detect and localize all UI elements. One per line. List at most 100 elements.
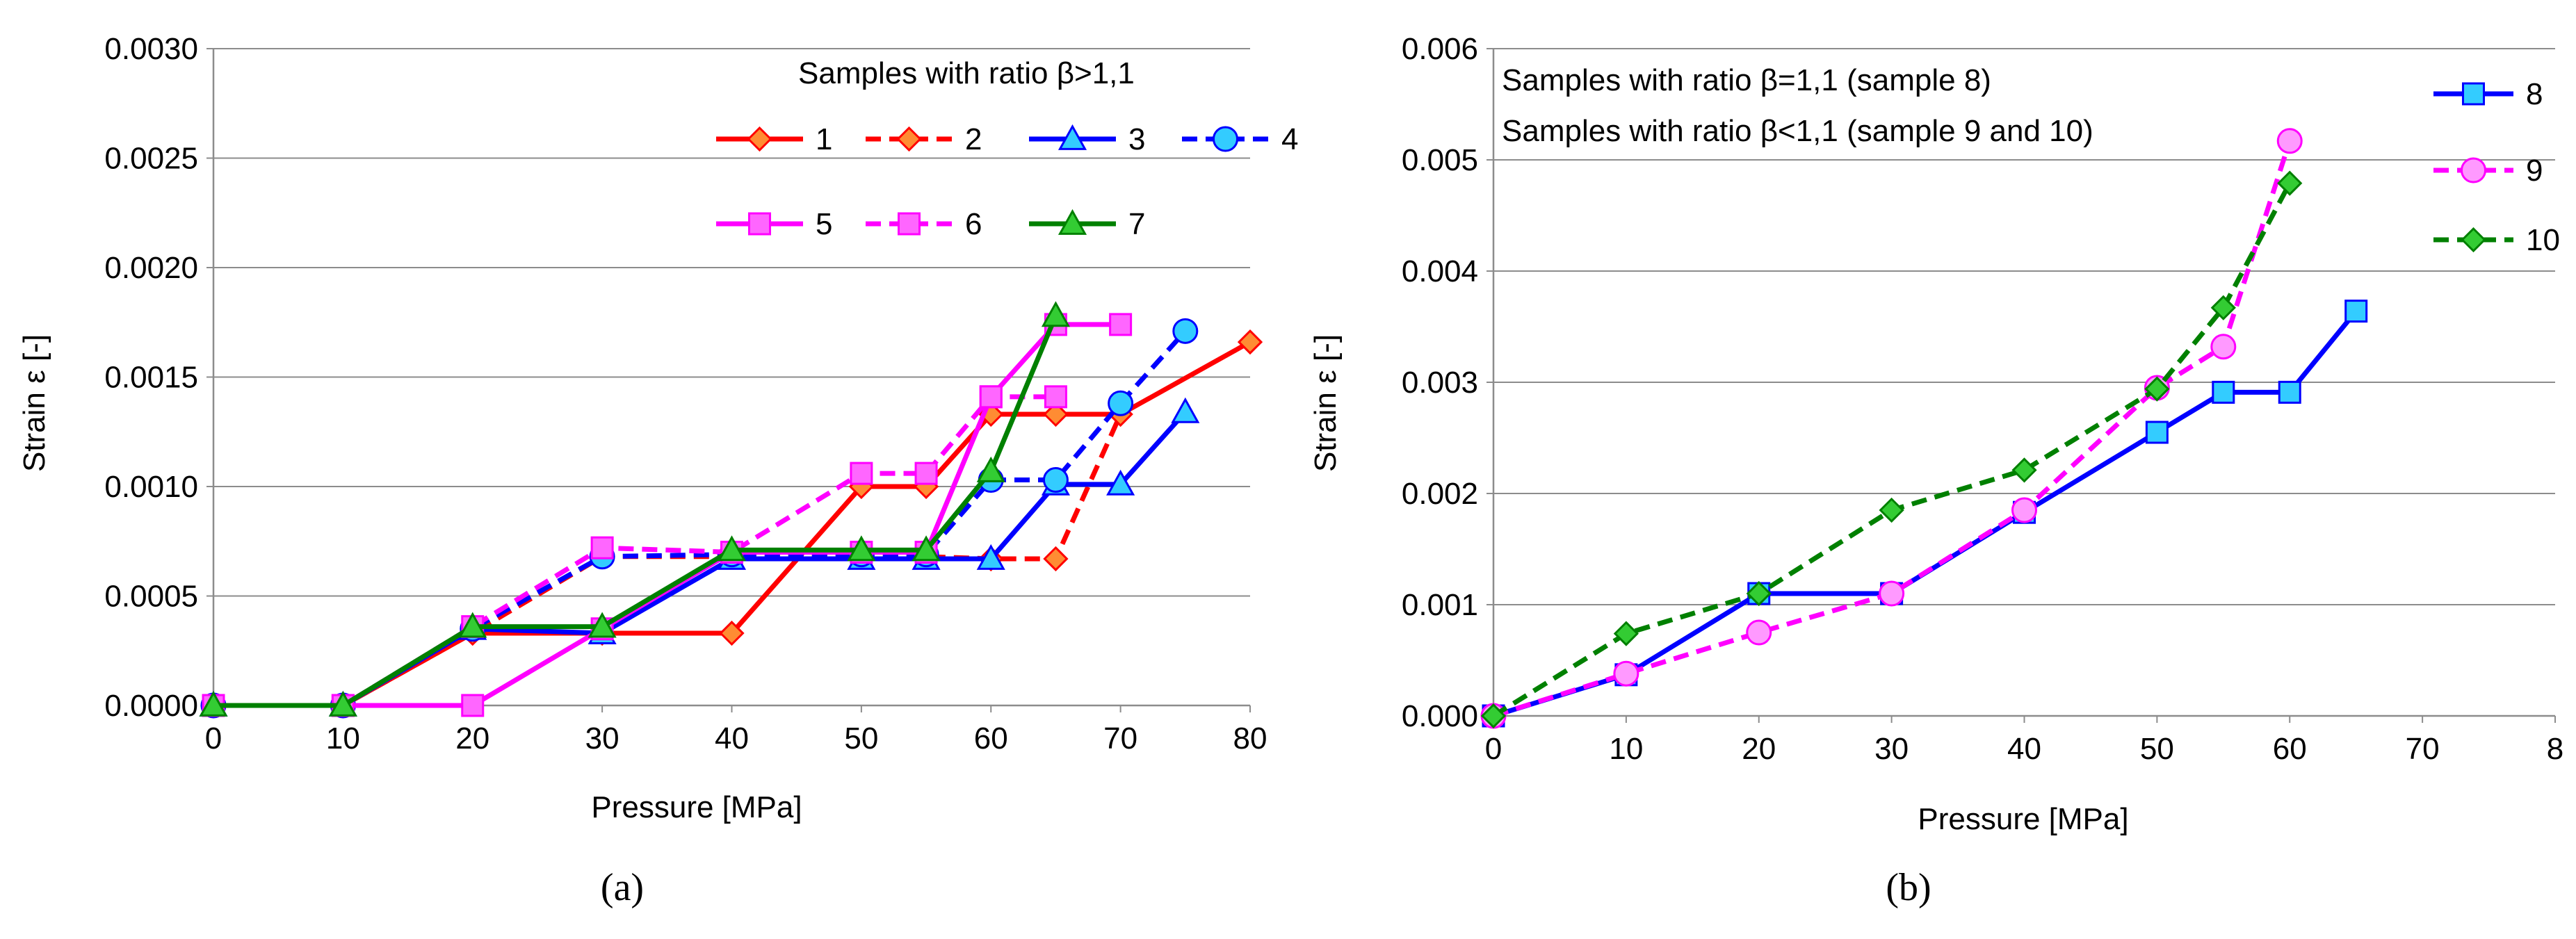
- chart-b-legend-label-8: 8: [2526, 77, 2543, 111]
- chart-a-series-1-point: [719, 620, 745, 646]
- chart-a-legend-label-5: 5: [816, 207, 832, 241]
- chart-b-series-9-line: [1492, 140, 2292, 719]
- chart-a-x-tick-label: 60: [974, 721, 1008, 756]
- chart-a-y-tick-label: 0.0020: [104, 251, 198, 285]
- chart-a-y-tick-label: 0.0030: [104, 32, 198, 66]
- chart-b-x-tick-label: 40: [2007, 732, 2041, 766]
- chart-a-series-6-point: [979, 385, 1003, 409]
- chart-a-legend-label-1: 1: [816, 122, 832, 156]
- chart-a-series-7-point: [588, 612, 617, 638]
- chart-a-legend-entry-4: 4: [1182, 122, 1298, 156]
- chart-b-series: [1480, 128, 2368, 729]
- chart-a-panel-label: (a): [601, 866, 644, 909]
- chart-a-series-7-point: [717, 535, 747, 562]
- chart-b-legend-marker-9: [2461, 157, 2486, 183]
- chart-b-series-8-point: [2278, 380, 2301, 404]
- chart-b-y-axis-label: Strain ε [-]: [1309, 334, 1343, 472]
- chart-b-legend-entry-9: 9: [2433, 154, 2543, 188]
- chart-b-series-9-point: [1746, 619, 1772, 646]
- chart-a-y-axis-label: Strain ε [-]: [17, 334, 51, 472]
- chart-panel-b: 0.000 0.001 0.002 0.003 0.004 0.005 0.006 0 10 2…: [1309, 32, 2563, 909]
- chart-b-x-tick-label: 0: [1485, 732, 1502, 766]
- chart-a-legend-entry-5: 5: [716, 207, 832, 241]
- chart-a-series-5-point: [1109, 313, 1133, 336]
- chart-a-series-7: [199, 301, 1070, 717]
- chart-b-series-9-point: [2210, 334, 2237, 360]
- chart-b-y-tick-label: 0.001: [1402, 588, 1478, 622]
- chart-b-series-10-point: [1746, 580, 1772, 607]
- chart-a-legend-entry-1: 1: [716, 122, 832, 156]
- chart-b-axes: [1487, 48, 2556, 723]
- chart-b-series-9-point: [2011, 497, 2037, 523]
- chart-a-legend-entry-2: 2: [866, 122, 982, 156]
- chart-b-x-tick-label: 50: [2140, 732, 2174, 766]
- chart-b-x-tick-labels: 0 10 20 30 40 50 60 70 8: [1485, 732, 2563, 766]
- chart-b-series-9-point: [1613, 660, 1639, 687]
- chart-b-x-tick-label: 20: [1742, 732, 1776, 766]
- chart-a-legend-title: Samples with ratio β>1,1: [798, 56, 1135, 90]
- chart-a-x-tick-label: 40: [715, 721, 749, 756]
- chart-b-y-tick-label: 0.006: [1402, 32, 1478, 66]
- chart-a-series-7-point: [1041, 301, 1070, 327]
- chart-b-x-tick-label: 70: [2406, 732, 2440, 766]
- chart-a-series-7-point: [976, 456, 1005, 482]
- chart-b-y-tick-labels: 0.000 0.001 0.002 0.003 0.004 0.005 0.006: [1402, 32, 1478, 733]
- chart-a-legend-label-7: 7: [1128, 207, 1145, 241]
- chart-b-legend: 8 9 10: [2433, 77, 2560, 257]
- chart-a-series-3-point: [1106, 469, 1135, 496]
- chart-b-x-tick-label: 10: [1609, 732, 1643, 766]
- chart-a-series-6-point: [1044, 385, 1067, 409]
- chart-b-legend-label-10: 10: [2526, 223, 2560, 257]
- chart-b-legend-entry-8: 8: [2433, 77, 2543, 111]
- chart-a-legend-label-4: 4: [1281, 122, 1298, 156]
- chart-b-series-10-point: [2277, 170, 2303, 196]
- chart-b-y-tick-label: 0.005: [1402, 143, 1478, 177]
- chart-a-x-tick-label: 10: [326, 721, 360, 756]
- chart-a-x-tick-label: 50: [844, 721, 878, 756]
- chart-a-series-7-point: [458, 612, 487, 638]
- chart-b-legend-marker-8: [2462, 82, 2485, 106]
- chart-a-legend-marker-7: [1058, 209, 1087, 235]
- chart-a-y-tick-label: 0.0005: [104, 580, 198, 614]
- chart-b-gridlines: [1493, 48, 2555, 605]
- chart-a-series-3-point: [1171, 397, 1200, 423]
- chart-a-legend: 1 2 3 4 5 6 7: [716, 122, 1298, 241]
- chart-a-legend-marker-5: [748, 212, 771, 236]
- chart-b-series-10-point: [2210, 295, 2236, 320]
- chart-a-series-2-point: [1043, 546, 1069, 572]
- chart-b-series-10: [1480, 170, 2303, 729]
- chart-b-series-10-point: [1480, 703, 1507, 729]
- chart-a-legend-entry-7: 7: [1029, 207, 1145, 241]
- chart-b-series-10-point: [2144, 376, 2170, 402]
- chart-a-legend-marker-1: [747, 126, 772, 152]
- chart-a-x-tick-label: 20: [455, 721, 489, 756]
- chart-a-series-5-point: [461, 694, 485, 717]
- chart-a-series-7-point: [328, 690, 357, 717]
- chart-a-series-6-point: [850, 462, 873, 485]
- chart-a-x-tick-label: 30: [585, 721, 619, 756]
- chart-a-series-4-point: [1042, 467, 1069, 493]
- chart-a-series-7-point: [199, 690, 228, 717]
- chart-b-x-axis-label: Pressure [MPa]: [1918, 802, 2128, 836]
- chart-a-legend-label-3: 3: [1128, 122, 1145, 156]
- chart-b-series-10-point: [2011, 457, 2037, 483]
- chart-a-series-1-point: [1043, 401, 1069, 427]
- chart-a-series-1-point: [1237, 329, 1263, 355]
- chart-a-legend-label-2: 2: [965, 122, 982, 156]
- chart-b-y-tick-label: 0.004: [1402, 254, 1478, 288]
- chart-a-x-tick-label: 70: [1103, 721, 1137, 756]
- chart-b-y-tick-label: 0.002: [1402, 477, 1478, 511]
- chart-b-y-tick-label: 0.000: [1402, 699, 1478, 733]
- chart-a-series-4-point: [1108, 390, 1134, 416]
- chart-a-series-3-point: [976, 544, 1005, 570]
- chart-a-series-7-point: [847, 535, 876, 562]
- chart-a-legend-marker-6: [898, 212, 921, 236]
- chart-b-x-tick-label: 60: [2273, 732, 2307, 766]
- chart-a-x-axis-label: Pressure [MPa]: [591, 790, 802, 824]
- chart-a-legend-entry-3: 3: [1029, 122, 1145, 156]
- chart-b-legend-label-9: 9: [2526, 154, 2543, 188]
- chart-a-gridlines: [213, 48, 1250, 597]
- chart-a-x-tick-label: 0: [205, 721, 222, 756]
- chart-a-series: [199, 301, 1263, 719]
- chart-b-series-8-point: [2212, 380, 2235, 404]
